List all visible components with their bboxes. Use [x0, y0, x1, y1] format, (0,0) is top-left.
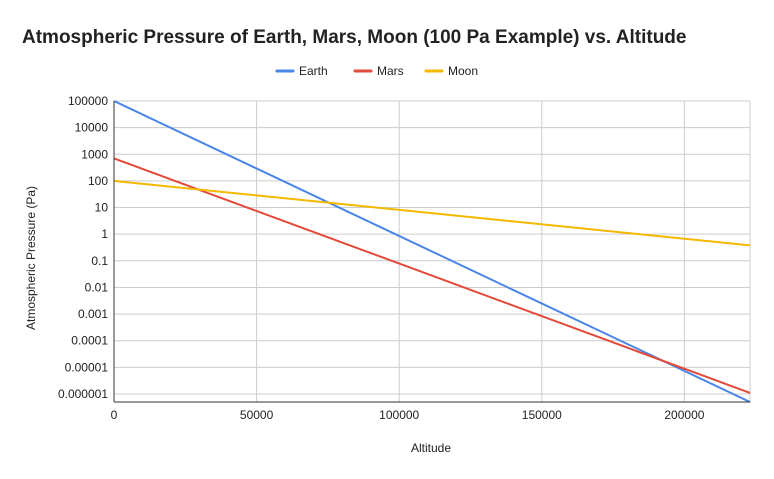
y-axis-label: Atmospheric Pressure (Pa): [24, 186, 38, 330]
legend-label: Mars: [377, 64, 404, 78]
y-tick-label: 1000: [81, 147, 108, 161]
y-tick-labels: 100000 10000 1000 100 10 1 0.1 0.01 0.001 0.0001 0…: [58, 94, 108, 401]
x-tick-labels: 0 50000 100000 150000 200000: [111, 408, 705, 422]
legend: Earth Mars Moon: [275, 64, 478, 78]
series-group: [113, 100, 751, 403]
y-tick-label: 0.001: [78, 307, 108, 321]
axes: [113, 101, 750, 403]
y-tick-label: 0.1: [91, 254, 108, 268]
y-tick-label: 100: [88, 174, 108, 188]
y-tick-label: 10: [95, 201, 109, 215]
legend-item-moon[interactable]: Moon: [424, 64, 478, 78]
y-tick-label: 0.0001: [71, 334, 108, 348]
x-tick-label: 150000: [522, 408, 562, 422]
grid: [114, 100, 751, 402]
x-tick-label: 100000: [379, 408, 419, 422]
x-axis-label: Altitude: [411, 441, 451, 455]
y-tick-label: 10000: [75, 121, 109, 135]
x-tick-label: 200000: [664, 408, 704, 422]
y-tick-label: 100000: [68, 94, 108, 108]
y-tick-label: 0.00001: [65, 360, 109, 374]
series-line-mars: [113, 157, 751, 394]
chart-title: Atmospheric Pressure of Earth, Mars, Moo…: [22, 27, 686, 48]
y-tick-label: 1: [101, 227, 108, 241]
legend-label: Earth: [299, 64, 328, 78]
legend-item-earth[interactable]: Earth: [275, 64, 328, 78]
y-tick-label: 0.000001: [58, 387, 108, 401]
x-tick-label: 0: [111, 408, 118, 422]
y-tick-label: 0.01: [85, 280, 109, 294]
x-tick-label: 50000: [240, 408, 274, 422]
series-line-moon: [113, 179, 751, 247]
series-line-earth: [113, 100, 751, 403]
legend-item-mars[interactable]: Mars: [353, 64, 404, 78]
legend-label: Moon: [448, 64, 478, 78]
